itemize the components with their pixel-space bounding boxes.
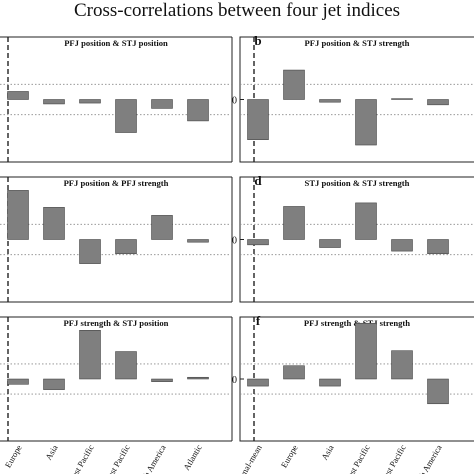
- panel-6-bar-east-pacific: [391, 350, 413, 380]
- panel-6-x-tick-label: Asia: [319, 443, 336, 462]
- panel-1-bar-north-america: [151, 99, 173, 109]
- figure-title: Cross-correlations between four jet indi…: [73, 0, 401, 21]
- panel-6-bar-zonal-mean: [247, 378, 269, 387]
- panel-2: 0 PFJ position & STJ strength b: [232, 33, 474, 163]
- panel-6-x-tick-label: North America: [409, 443, 443, 474]
- panel-2-bar-asia: [319, 99, 341, 103]
- panel-1-bar-asia: [43, 99, 65, 105]
- panel-5-x-tick-label: Asia: [43, 443, 60, 462]
- panel-3-bar-atlantic: [187, 239, 209, 243]
- panel-6-x-tick-label: West Pacific: [342, 443, 372, 474]
- panel-2-bar-west-pacific: [355, 99, 377, 146]
- panel-3-title: PFJ position & PFJ strength: [64, 178, 169, 188]
- panel-2-title: PFJ position & STJ strength: [305, 38, 410, 48]
- panel-5-bar-asia: [43, 378, 65, 390]
- panel-2-bar-north-america: [427, 99, 449, 106]
- panel-1-bar-atlantic: [187, 99, 209, 122]
- panel-4-bar-west-pacific: [355, 202, 377, 240]
- panel-4-bar-east-pacific: [391, 239, 413, 252]
- panel-6-x-tick-label: Zonal-mean: [234, 442, 264, 474]
- panel-4-bar-north-america: [427, 239, 449, 255]
- panel-5-bar-west-pacific: [79, 330, 101, 380]
- panel-6-letter: f: [256, 313, 261, 328]
- panel-4-y-tick-label: 0: [232, 236, 237, 247]
- panel-6-x-tick-label: Europe: [279, 443, 300, 470]
- panel-6-y-tick-label: 0: [232, 375, 237, 386]
- panel-2-bar-east-pacific: [391, 98, 413, 100]
- panel-3-bar-asia: [43, 207, 65, 240]
- panel-2-letter: b: [254, 33, 261, 48]
- panel-2-y-tick-label: 0: [232, 96, 237, 107]
- panel-3-bar-east-pacific: [115, 239, 137, 255]
- panel-1-bar-west-pacific: [79, 99, 101, 104]
- panel-5-x-tick-label: North America: [133, 443, 167, 474]
- panel-6-bar-asia: [319, 378, 341, 387]
- panel-6-x-tick-label: East Pacific: [379, 443, 408, 474]
- panel-5-bar-north-america: [151, 378, 173, 382]
- panel-5-x-tick-label: West Pacific: [66, 443, 96, 474]
- panel-3-bar-europe: [7, 190, 29, 240]
- panel-3-bar-north-america: [151, 215, 173, 240]
- panel-4: 0 STJ position & STJ strength d: [232, 173, 474, 303]
- panel-1-bar-east-pacific: [115, 99, 137, 133]
- panel-2-bar-europe: [283, 69, 305, 100]
- panel-4-bar-asia: [319, 239, 341, 248]
- panel-5-bar-atlantic: [187, 376, 209, 380]
- panel-1-bar-europe: [7, 91, 29, 100]
- panel-6-bar-europe: [283, 365, 305, 380]
- panel-5-bar-east-pacific: [115, 351, 137, 380]
- panel-4-bar-europe: [283, 206, 305, 240]
- panel-5-bar-europe: [7, 378, 29, 385]
- panel-3-bar-west-pacific: [79, 239, 101, 264]
- panel-5-x-tick-label: Atlantic: [181, 443, 204, 472]
- panel-4-title: STJ position & STJ strength: [305, 178, 410, 188]
- panel-2-bar-zonal-mean: [247, 99, 269, 140]
- panel-1-title: PFJ position & STJ position: [64, 38, 168, 48]
- panel-6-bar-west-pacific: [355, 322, 377, 380]
- panel-5-title: PFJ strength & STJ position: [64, 318, 169, 328]
- panel-4-letter: d: [254, 173, 262, 188]
- panel-6-bar-north-america: [427, 378, 449, 405]
- panel-5-x-tick-label: East Pacific: [103, 443, 132, 474]
- panel-4-bar-zonal-mean: [247, 239, 269, 246]
- panel-5-x-tick-label: Europe: [3, 443, 24, 470]
